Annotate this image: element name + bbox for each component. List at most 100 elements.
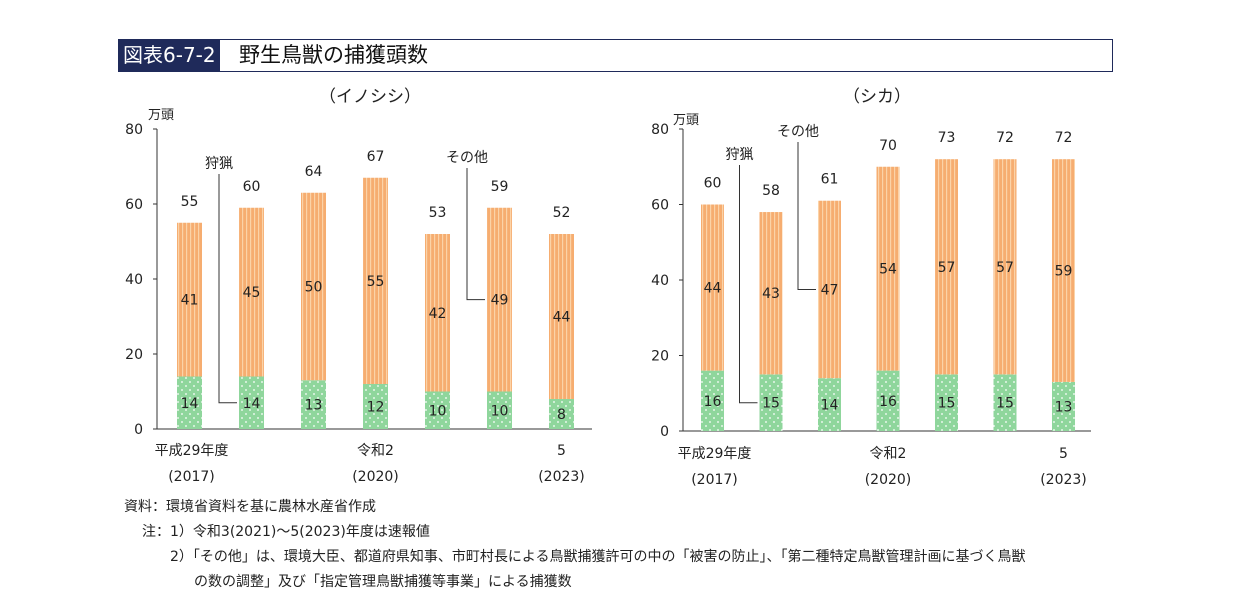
chart1-label-other-2021: 10 — [429, 403, 447, 419]
chart2-title: （シカ） — [843, 87, 911, 107]
chart1-y-tick-label: 80 — [125, 122, 143, 138]
chart1-label-hunting-2018: 45 — [243, 285, 261, 301]
chart2-label-other-2020: 16 — [879, 394, 897, 410]
charts-canvas: （イノシシ）万頭02040608014415514456013506412556… — [125, 87, 1091, 488]
chart2-label-other-2019: 14 — [821, 398, 839, 414]
chart1-y-tick-label: 60 — [125, 197, 143, 213]
chart2-y-tick-label: 0 — [660, 424, 669, 440]
chart2-label-hunting-2019: 47 — [821, 282, 839, 298]
chart1-bar-other-2023 — [549, 399, 574, 429]
chart2-bar-hunting-2021 — [935, 159, 958, 375]
chart1-x-label-6: 5 — [557, 443, 566, 459]
chart2-bar-hunting-2020 — [876, 166, 900, 371]
chart2-label-other-2022: 15 — [996, 396, 1014, 412]
chart1-annotation-0: 狩猟 — [205, 156, 233, 172]
chart1-x-sublabel-3: (2020) — [352, 469, 399, 485]
chart1-bar-other-2022 — [487, 391, 512, 429]
chart1-label-other-2018: 14 — [243, 396, 261, 412]
chart2-x-sublabel-0: (2017) — [691, 472, 738, 488]
chart2-label-hunting-2017: 44 — [704, 281, 722, 297]
chart1-x-label-3: 令和2 — [357, 443, 394, 459]
chart2-x-sublabel-3: (2020) — [865, 472, 912, 488]
chart1-bar-other-2017 — [177, 376, 202, 429]
chart2-bar-other-2022 — [993, 374, 1017, 431]
note-2: 2）「その他」は、環境大臣、都道府県知事、市町村長による鳥獣捕獲許可の中の「被害… — [170, 549, 1026, 565]
chart1-total-2017: 55 — [181, 194, 199, 210]
chart1-total-2019: 64 — [305, 164, 323, 180]
chart1-title: （イノシシ） — [319, 87, 421, 107]
chart2-y-tick-label: 80 — [651, 122, 669, 138]
chart2-bar-other-2018 — [759, 374, 783, 431]
chart1-y-tick-label: 20 — [125, 347, 143, 363]
chart2-label-other-2017: 16 — [704, 394, 722, 410]
chart2-label-hunting-2023: 59 — [1055, 264, 1073, 280]
note-1: 注：1）令和3(2021)～5(2023)年度は速報値 — [142, 524, 430, 540]
chart1-annotation-1: その他 — [446, 150, 488, 166]
chart1-bar-other-2018 — [239, 376, 264, 429]
chart2-bar-other-2019 — [818, 378, 841, 431]
chart1-label-hunting-2020: 55 — [367, 274, 385, 290]
chart1-bar-hunting-2017 — [177, 222, 202, 377]
chart2-bar-other-2017 — [701, 370, 724, 431]
chart1-bar-other-2020 — [363, 384, 388, 429]
chart1-bar-hunting-2019 — [301, 192, 326, 381]
chart2-x-label-0: 平成29年度 — [678, 446, 752, 462]
chart1-total-2018: 60 — [243, 179, 261, 195]
chart2-label-hunting-2021: 57 — [938, 260, 956, 276]
chart2-y-tick-label: 20 — [651, 349, 669, 365]
chart1-label-hunting-2019: 50 — [305, 280, 323, 296]
chart2-label-hunting-2020: 54 — [879, 262, 897, 278]
chart2-total-2018: 58 — [762, 183, 780, 199]
chart2-annotation-0: 狩猟 — [726, 147, 754, 163]
chart2-label-hunting-2018: 43 — [762, 286, 780, 302]
chart1-total-2022: 59 — [491, 179, 509, 195]
chart1-bar-hunting-2021 — [425, 234, 450, 392]
chart1-bar-hunting-2020 — [363, 177, 388, 384]
chart1-unit-label: 万頭 — [148, 108, 174, 123]
notes: 資料：環境省資料を基に農林水産省作成 注：1）令和3(2021)～5(2023)… — [124, 495, 1025, 595]
chart1-label-hunting-2022: 49 — [491, 293, 509, 309]
figure-title-box: 図表6-7-2 野生鳥獣の捕獲頭数 — [118, 39, 1113, 72]
chart2-total-2020: 70 — [879, 138, 897, 154]
chart1-bar-hunting-2022 — [487, 207, 512, 392]
chart2-annotation-line-1 — [797, 142, 816, 290]
chart1-label-other-2019: 13 — [305, 398, 323, 414]
chart2-total-2019: 61 — [821, 172, 839, 188]
chart1-bar-hunting-2023 — [549, 234, 574, 399]
chart2-total-2023: 72 — [1055, 130, 1073, 146]
chart2-y-tick-label: 60 — [651, 198, 669, 214]
chart2-y-tick-label: 40 — [651, 273, 669, 289]
note-3: の数の調整」及び「指定管理鳥獣捕獲等事業」による捕獲数 — [194, 574, 572, 590]
chart1-x-label-0: 平成29年度 — [155, 443, 229, 459]
chart2-x-label-6: 5 — [1059, 446, 1068, 462]
chart2-bar-hunting-2018 — [759, 212, 783, 375]
chart2-x-sublabel-6: (2023) — [1040, 472, 1087, 488]
chart1-x-sublabel-0: (2017) — [168, 469, 215, 485]
figure-title: 野生鳥獣の捕獲頭数 — [239, 43, 428, 67]
chart2-bar-other-2023 — [1052, 381, 1075, 431]
chart2-label-hunting-2022: 57 — [996, 260, 1014, 276]
chart1-total-2021: 53 — [429, 205, 447, 221]
chart2-bar-hunting-2019 — [818, 200, 841, 379]
chart1-bar-other-2021 — [425, 391, 450, 429]
chart2-annotation-line-0 — [739, 165, 758, 404]
chart1-x-sublabel-6: (2023) — [538, 469, 585, 485]
chart2-unit-label: 万頭 — [673, 113, 699, 128]
chart1-label-hunting-2021: 42 — [429, 306, 447, 322]
chart2-annotation-1: その他 — [777, 124, 819, 140]
chart2-label-other-2018: 15 — [762, 396, 780, 412]
chart2-label-other-2021: 15 — [938, 396, 956, 412]
chart1-bar-other-2019 — [301, 380, 326, 429]
chart1-label-other-2020: 12 — [367, 400, 385, 416]
chart2-bar-other-2020 — [876, 370, 900, 431]
chart2-bar-hunting-2022 — [993, 159, 1017, 375]
chart1-label-hunting-2023: 44 — [553, 310, 571, 326]
chart1-y-tick-label: 0 — [134, 422, 143, 438]
chart2-total-2017: 60 — [704, 176, 722, 192]
figure-number: 図表6-7-2 — [119, 40, 220, 71]
chart2-label-other-2023: 13 — [1055, 399, 1073, 415]
chart1-label-other-2022: 10 — [491, 403, 509, 419]
chart2-bar-other-2021 — [935, 374, 958, 431]
chart2-bar-hunting-2023 — [1052, 159, 1075, 382]
chart1-annotation-line-1 — [466, 168, 485, 301]
